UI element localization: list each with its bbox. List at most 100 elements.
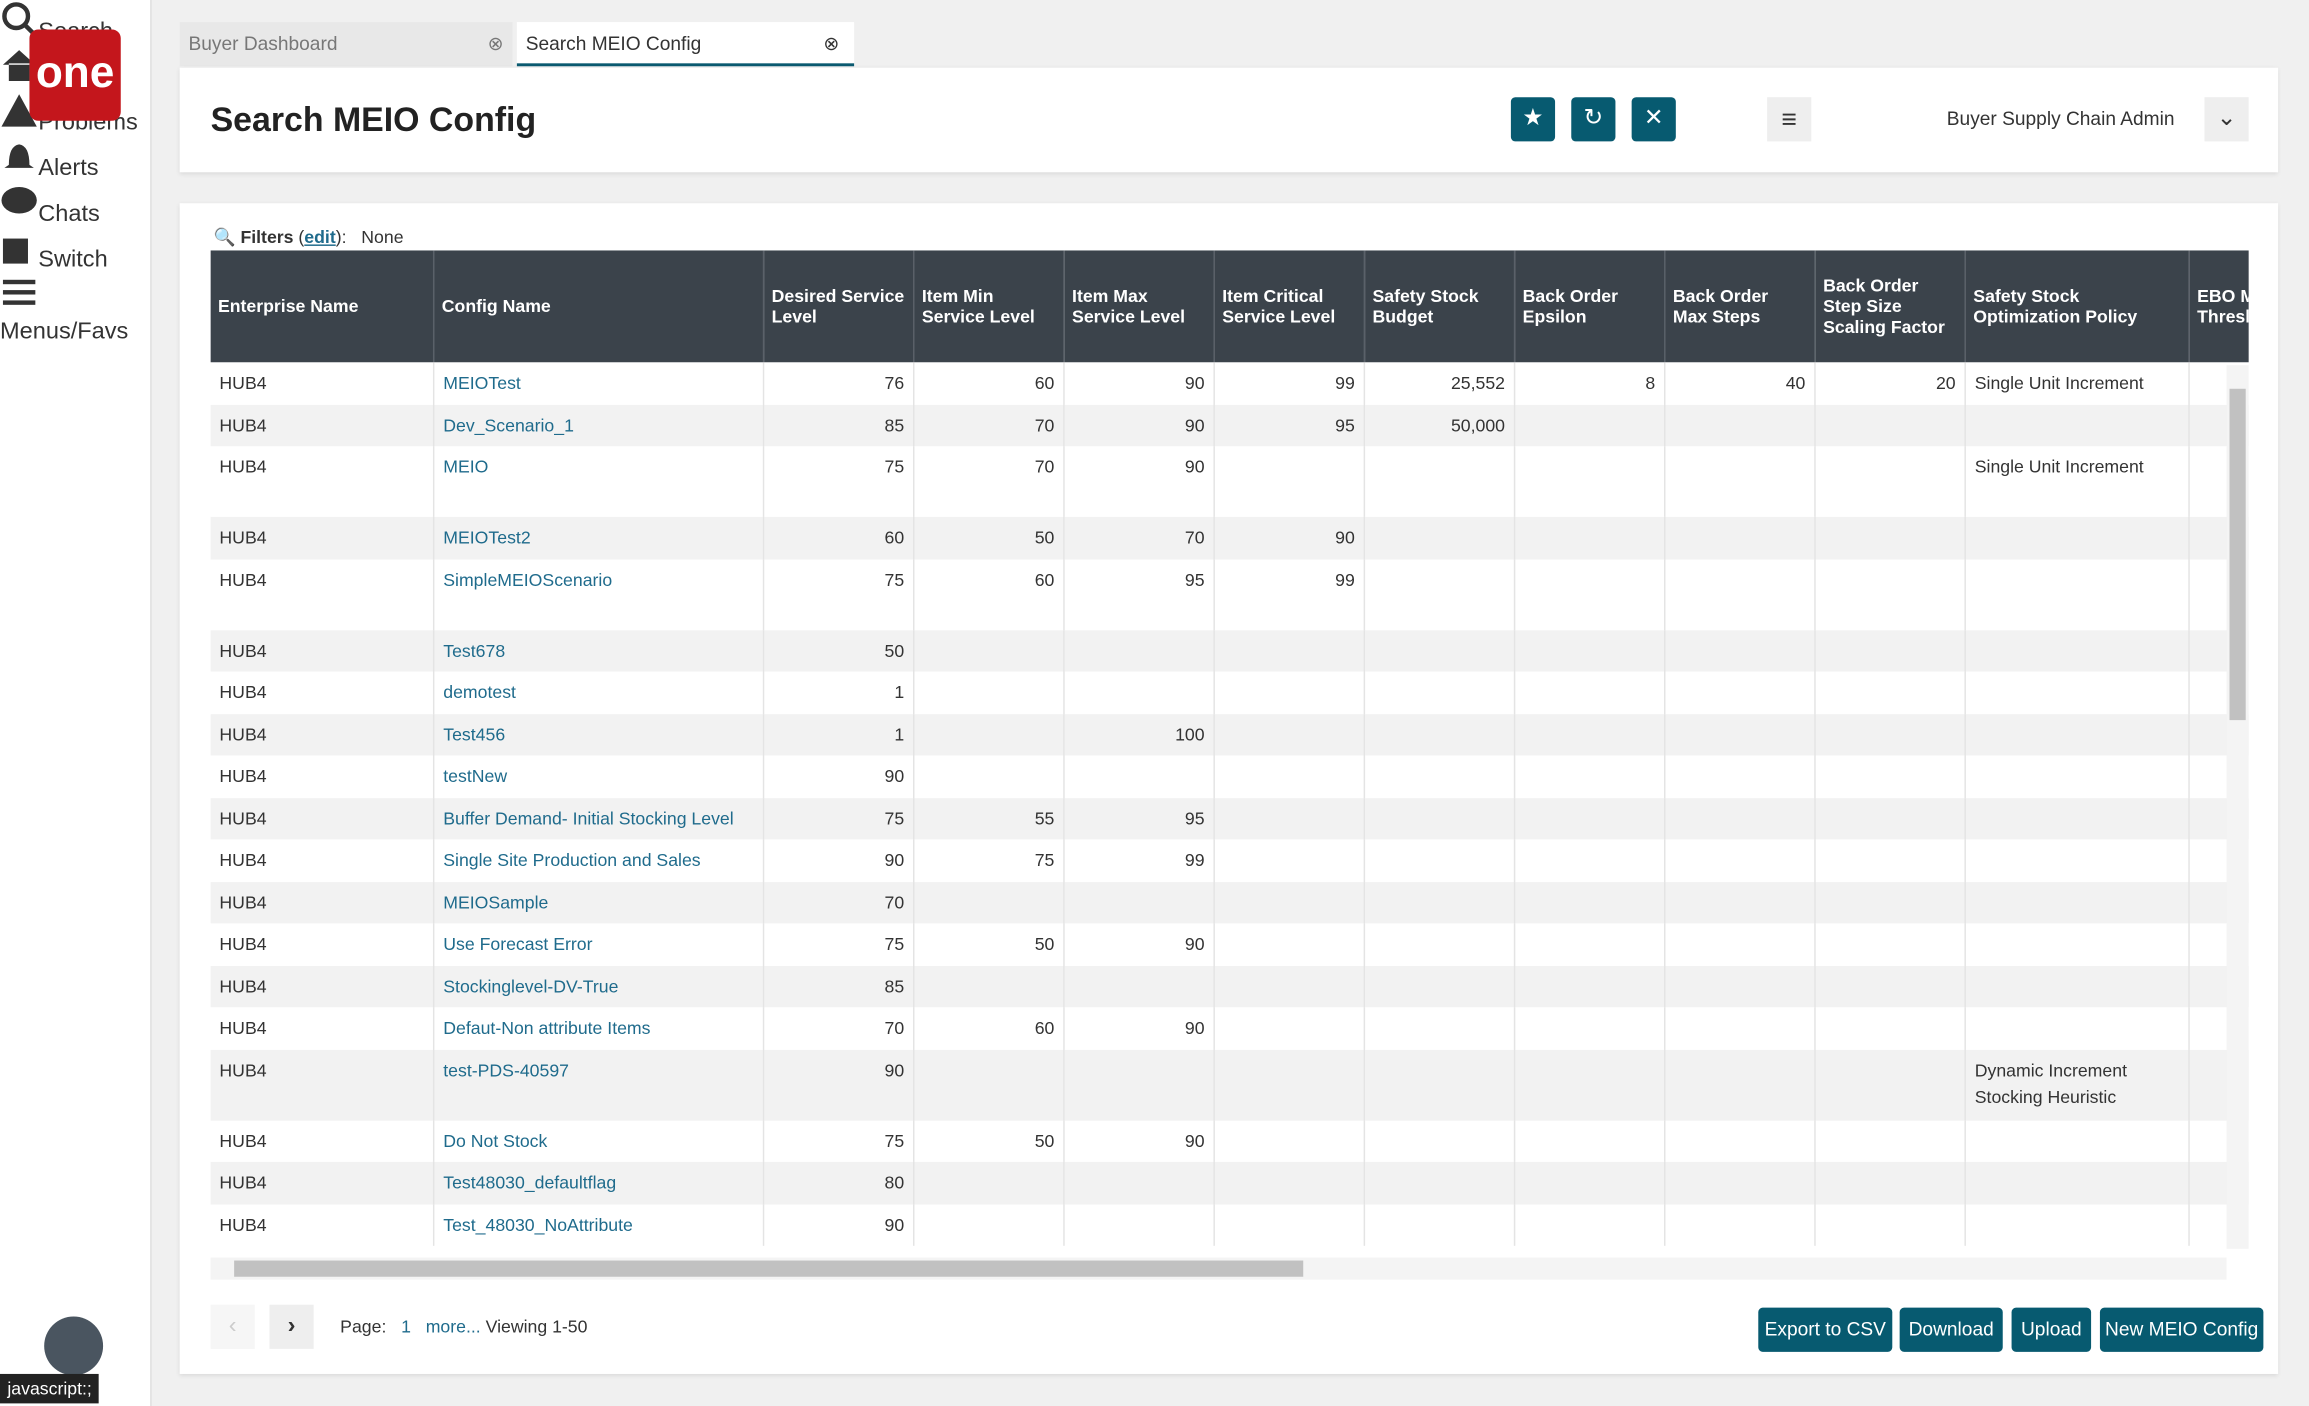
cell: 76: [763, 362, 915, 405]
cell: [1814, 881, 1966, 924]
column-header[interactable]: Enterprise Name: [210, 250, 435, 363]
column-header[interactable]: Back Order Epsilon: [1514, 250, 1666, 363]
nav-item[interactable]: Menus/Favs: [0, 274, 150, 346]
cell: HUB4: [210, 516, 435, 559]
cell: 40: [1664, 362, 1816, 405]
cell: HUB4: [210, 713, 435, 756]
config-link[interactable]: MEIOTest2: [433, 516, 765, 559]
config-link[interactable]: Test48030_defaultflag: [433, 1161, 765, 1204]
page-label: Page:: [340, 1316, 387, 1338]
close[interactable]: ⊗: [487, 32, 504, 55]
config-link[interactable]: Test_48030_NoAttribute: [433, 1203, 765, 1246]
next-page[interactable]: ›: [269, 1304, 314, 1349]
column-header[interactable]: Config Name: [433, 250, 765, 363]
prev-page[interactable]: ‹: [210, 1304, 255, 1349]
cell: HUB4: [210, 881, 435, 924]
cell: [913, 629, 1065, 672]
config-link[interactable]: Dev_Scenario_1: [433, 404, 765, 447]
column-header[interactable]: Item Critical Service Level: [1214, 250, 1366, 363]
h-scrollbar[interactable]: [210, 1257, 2227, 1280]
cell: 85: [763, 404, 915, 447]
nav-item[interactable]: Chats: [0, 183, 150, 229]
header-row: Enterprise Name Config Name Desired Servic…: [210, 250, 2249, 363]
nav-icon: [1, 94, 37, 127]
upload-button[interactable]: Upload: [2011, 1307, 2092, 1352]
column-header[interactable]: Safety Stock Optimization Policy: [1965, 250, 2190, 363]
column-header[interactable]: Desired Service Level: [763, 250, 915, 363]
row: HUB4 Dev_Scenario_1 85 70 90 95 50,000: [210, 404, 2249, 447]
cell: [1965, 1203, 2190, 1246]
v-scrollbar[interactable]: [2226, 365, 2249, 1249]
cell: [1514, 965, 1666, 1008]
row: HUB4 SimpleMEIOScenario 75 60 95 99: [210, 558, 2249, 630]
cell: [1514, 881, 1666, 924]
column-header[interactable]: Safety Stock Budget: [1364, 250, 1516, 363]
filters-edit[interactable]: edit: [304, 226, 336, 248]
new-button[interactable]: New MEIO Config: [2099, 1307, 2264, 1352]
config-link[interactable]: MEIO: [433, 446, 765, 517]
cell: 99: [1063, 839, 1215, 882]
download-button[interactable]: Download: [1899, 1307, 2003, 1352]
cell: HUB4: [210, 923, 435, 966]
close[interactable]: ⊗: [823, 32, 840, 55]
config-link[interactable]: demotest: [433, 671, 765, 714]
cell: HUB4: [210, 755, 435, 798]
config-link[interactable]: Test456: [433, 713, 765, 756]
user-dropdown[interactable]: ⌄: [2204, 97, 2249, 142]
config-link[interactable]: Buffer Demand- Initial Stocking Level: [433, 797, 765, 840]
column-header[interactable]: EBO Max Threshold: [2189, 250, 2249, 363]
cell: [1814, 404, 1966, 447]
close-button[interactable]: ✕: [1631, 97, 1676, 142]
config-link[interactable]: MEIOTest: [433, 362, 765, 405]
config-link[interactable]: Do Not Stock: [433, 1119, 765, 1162]
refresh-button[interactable]: ↻: [1571, 97, 1616, 142]
cell: 50: [913, 923, 1065, 966]
column-header[interactable]: Item Min Service Level: [913, 250, 1065, 363]
cell: 90: [763, 1203, 915, 1246]
cell: [1814, 629, 1966, 672]
cell: [1214, 1007, 1366, 1050]
column-header[interactable]: Back Order Step Size Scaling Factor: [1814, 250, 1966, 363]
nav-item[interactable]: Switch: [0, 228, 150, 274]
config-link[interactable]: MEIOSample: [433, 881, 765, 924]
export-button[interactable]: Export to CSV: [1758, 1307, 1893, 1352]
config-link[interactable]: test-PDS-40597: [433, 1049, 765, 1120]
cell: 90: [763, 839, 915, 882]
cell: [1965, 923, 2190, 966]
page-title: Search MEIO Config: [210, 100, 537, 139]
cell: [1214, 881, 1366, 924]
cell: [1514, 923, 1666, 966]
cell: 70: [913, 404, 1065, 447]
avatar[interactable]: [44, 1316, 104, 1376]
cell: [1664, 629, 1816, 672]
more-link[interactable]: more...: [425, 1316, 481, 1338]
column-header[interactable]: Item Max Service Level: [1063, 250, 1215, 363]
tab[interactable]: Search MEIO Config ⊗: [516, 22, 855, 67]
page-number[interactable]: 1: [401, 1316, 411, 1338]
cell: 90: [1063, 1007, 1215, 1050]
cell: 70: [763, 881, 915, 924]
cell: [1364, 755, 1516, 798]
config-link[interactable]: testNew: [433, 755, 765, 798]
menu-button[interactable]: ≡: [1767, 97, 1812, 142]
config-link[interactable]: Defaut-Non attribute Items: [433, 1007, 765, 1050]
cell: [1063, 755, 1215, 798]
cell: [1514, 558, 1666, 630]
nav-label: Chats: [38, 201, 100, 227]
config-link[interactable]: Stockinglevel-DV-True: [433, 965, 765, 1008]
cell: 60: [913, 362, 1065, 405]
cell: [1214, 1049, 1366, 1120]
config-link[interactable]: Use Forecast Error: [433, 923, 765, 966]
logo[interactable]: one: [29, 29, 121, 121]
cell: 90: [1063, 1119, 1215, 1162]
config-link[interactable]: Single Site Production and Sales: [433, 839, 765, 882]
favorite-button[interactable]: ★: [1510, 97, 1556, 142]
tab[interactable]: Buyer Dashboard ⊗: [179, 22, 513, 67]
config-link[interactable]: Test678: [433, 629, 765, 672]
cell: 75: [763, 446, 915, 517]
column-header[interactable]: Back Order Max Steps: [1664, 250, 1816, 363]
config-link[interactable]: SimpleMEIOScenario: [433, 558, 765, 630]
cell: [1214, 755, 1366, 798]
cell: [1364, 839, 1516, 882]
nav-item[interactable]: Alerts: [0, 137, 150, 183]
